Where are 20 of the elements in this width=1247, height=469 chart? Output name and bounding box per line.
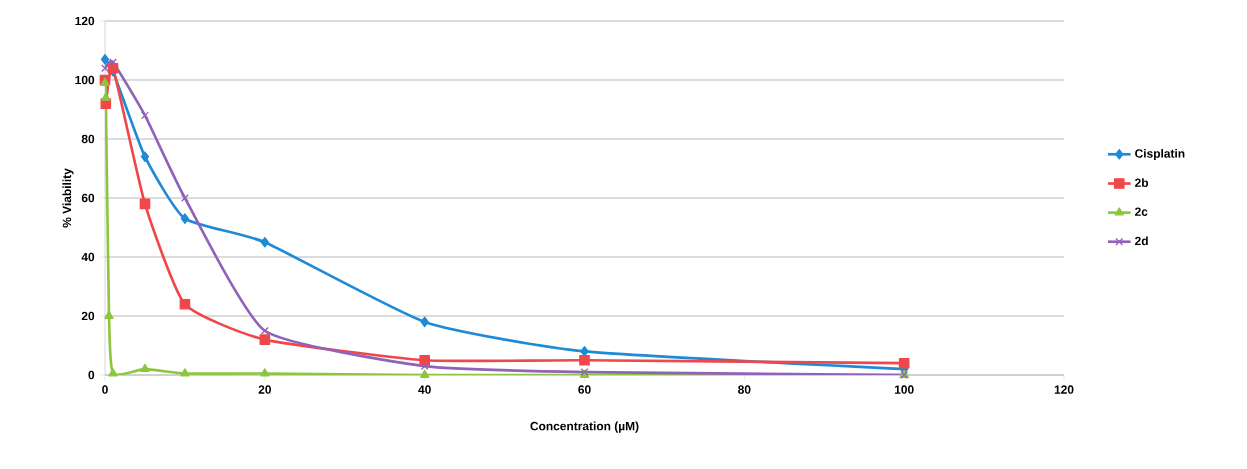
x-tick-label: 120 — [1054, 385, 1074, 394]
x-tick-label: 80 — [738, 385, 751, 394]
y-tick-label: 120 — [75, 16, 95, 26]
legend-label: 2d — [1135, 236, 1148, 246]
x-tick-label: 0 — [102, 385, 108, 394]
x-tick-label: 60 — [578, 385, 591, 394]
x-tick-label: 40 — [418, 385, 431, 394]
y-tick-label: 100 — [75, 75, 95, 85]
x-tick-label: 20 — [258, 385, 271, 394]
legend-label: 2b — [1135, 178, 1149, 187]
y-axis-title: % Viability — [62, 168, 74, 228]
x-axis-title: Concentration (µM) — [530, 421, 639, 433]
legend-label: 2c — [1135, 207, 1148, 216]
y-tick-label: 60 — [81, 193, 95, 203]
y-tick-label: 80 — [81, 134, 95, 144]
y-tick-label: 20 — [81, 311, 95, 321]
x-tick-label: 100 — [894, 385, 914, 394]
legend-label: Cisplatin — [1135, 148, 1185, 161]
y-tick-label: 0 — [88, 370, 95, 380]
y-tick-label: 40 — [81, 252, 95, 262]
